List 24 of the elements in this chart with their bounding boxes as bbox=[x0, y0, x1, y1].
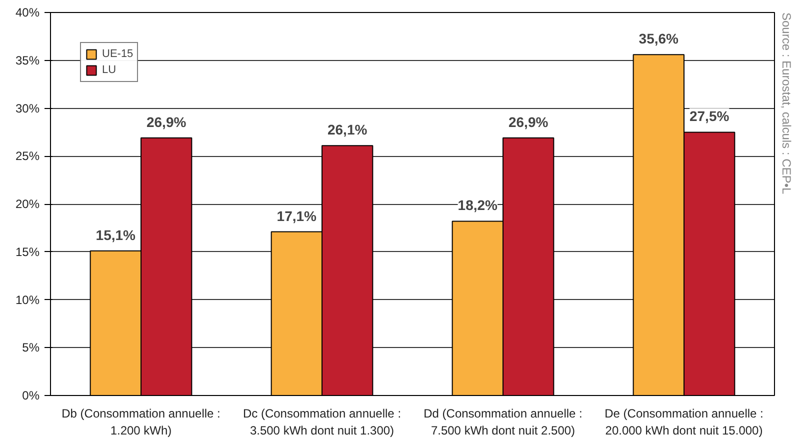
x-tick-label: Dd (Consommation annuelle : 7.500 kWh dont nuit 2.500) bbox=[424, 406, 582, 438]
data-label: 35,6% bbox=[638, 30, 680, 47]
data-label: 17,1% bbox=[276, 208, 318, 224]
x-tick-label: Dc (Consommation annuelle : 3.500 kWh dont nuit 1.300) bbox=[242, 406, 402, 438]
x-tick-label: Db (Consommation annuelle : 1.200 kWh) bbox=[62, 406, 220, 438]
data-label: 26,1% bbox=[327, 122, 368, 138]
y-tick-label: 5% bbox=[22, 340, 40, 355]
y-tick-label: 40% bbox=[15, 6, 40, 20]
data-label: 26,9% bbox=[146, 114, 187, 130]
data-label: 18,2% bbox=[458, 197, 498, 214]
data-label: 27,5% bbox=[689, 108, 730, 124]
y-tick-label: 30% bbox=[15, 101, 40, 116]
data-label: 26,9% bbox=[508, 114, 549, 130]
x-tick-label: De (Consommation annuelle : 20.000 kWh dont nuit 15.000) bbox=[604, 406, 764, 438]
y-tick-label: 25% bbox=[15, 149, 40, 164]
y-tick-label: 15% bbox=[15, 244, 40, 259]
y-tick-label: 20% bbox=[15, 197, 40, 211]
y-tick-label: 10% bbox=[15, 292, 40, 307]
data-label: 15,1% bbox=[96, 226, 136, 243]
source-note: Source : Eurostat, calculs : CEP•L bbox=[780, 12, 794, 194]
y-tick-label: 0% bbox=[22, 388, 40, 402]
legend-label: LU bbox=[102, 63, 118, 77]
y-tick-label: 35% bbox=[15, 53, 40, 68]
legend-label: UE-15 bbox=[102, 47, 134, 61]
